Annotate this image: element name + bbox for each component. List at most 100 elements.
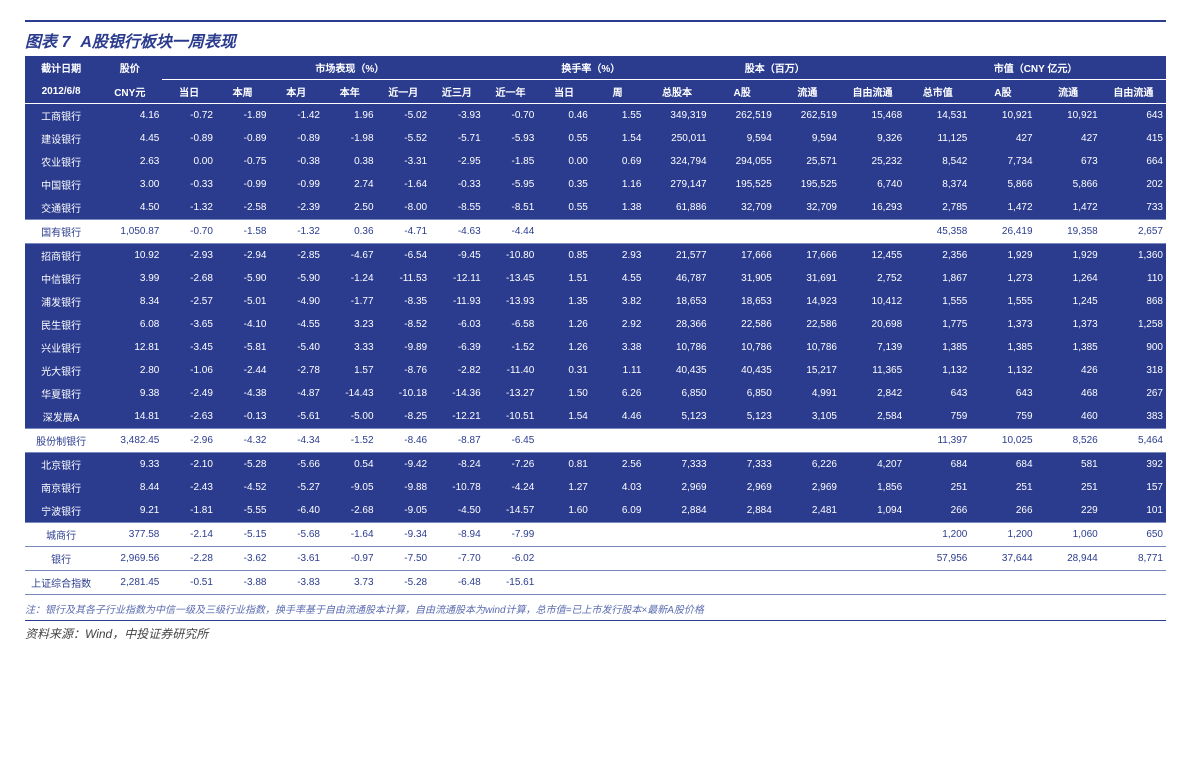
- cell-shares: 5,123: [644, 405, 709, 429]
- cell-mv: 383: [1101, 405, 1166, 429]
- cell-turn: 6.09: [591, 499, 645, 523]
- cell-price: 2,281.45: [97, 571, 162, 595]
- cell-shares: 1,856: [840, 476, 905, 499]
- cell-perf: -6.03: [430, 313, 484, 336]
- cell-shares: 2,969: [644, 476, 709, 499]
- cell-mv: 7,734: [970, 150, 1035, 173]
- cell-shares: 40,435: [644, 359, 709, 382]
- cell-perf: -7.99: [484, 523, 538, 547]
- cell-perf: -5.27: [269, 476, 323, 499]
- cell-perf: -5.81: [216, 336, 270, 359]
- subtotal-row: 城商行377.58-2.14-5.15-5.68-1.64-9.34-8.94-…: [25, 523, 1166, 547]
- cell-perf: -1.06: [162, 359, 216, 382]
- cell-mv: 868: [1101, 290, 1166, 313]
- cell-perf: -0.89: [269, 127, 323, 150]
- cell-price: 4.45: [97, 127, 162, 150]
- col-header: 自由流通: [1101, 80, 1166, 104]
- hdr-price: 股价: [97, 56, 162, 80]
- cell-perf: -2.39: [269, 196, 323, 220]
- cell-shares: [840, 571, 905, 595]
- cell-perf: -0.70: [162, 220, 216, 244]
- cell-shares: 2,481: [775, 499, 840, 523]
- cell-price: 9.38: [97, 382, 162, 405]
- cell-perf: -9.45: [430, 244, 484, 268]
- cell-perf: -8.46: [377, 429, 431, 453]
- table-row: 招商银行10.92-2.93-2.94-2.85-4.67-6.54-9.45-…: [25, 244, 1166, 268]
- cell-name: 农业银行: [25, 150, 97, 173]
- cell-perf: -1.64: [377, 173, 431, 196]
- cell-name: 中信银行: [25, 267, 97, 290]
- cell-mv: 101: [1101, 499, 1166, 523]
- cell-perf: -11.93: [430, 290, 484, 313]
- cell-perf: -7.50: [377, 547, 431, 571]
- cell-shares: 262,519: [775, 104, 840, 128]
- cell-mv: 684: [905, 453, 970, 477]
- cell-turn: 1.26: [537, 313, 591, 336]
- cell-perf: -4.50: [430, 499, 484, 523]
- cell-turn: 1.27: [537, 476, 591, 499]
- cell-shares: [710, 429, 775, 453]
- table-header: 截计日期 股价 市场表现（%） 换手率（%） 股本（百万） 市值（CNY 亿元）…: [25, 56, 1166, 104]
- cell-shares: 2,969: [775, 476, 840, 499]
- cell-perf: -14.43: [323, 382, 377, 405]
- cell-mv: 643: [970, 382, 1035, 405]
- cell-perf: -4.71: [377, 220, 431, 244]
- cell-name: 建设银行: [25, 127, 97, 150]
- cell-shares: [775, 220, 840, 244]
- cell-perf: -5.02: [377, 104, 431, 128]
- cell-shares: 15,217: [775, 359, 840, 382]
- cell-perf: -5.52: [377, 127, 431, 150]
- cell-mv: 684: [970, 453, 1035, 477]
- table-row: 深发展A14.81-2.63-0.13-5.61-5.00-8.25-12.21…: [25, 405, 1166, 429]
- cell-mv: 1,200: [905, 523, 970, 547]
- cell-shares: 61,886: [644, 196, 709, 220]
- cell-shares: 324,794: [644, 150, 709, 173]
- cell-shares: 15,468: [840, 104, 905, 128]
- hdr-date-val: 2012/6/8: [25, 80, 97, 104]
- cell-price: 4.16: [97, 104, 162, 128]
- cell-shares: 10,412: [840, 290, 905, 313]
- cell-perf: -2.63: [162, 405, 216, 429]
- cell-mv: [1036, 571, 1101, 595]
- cell-shares: 31,905: [710, 267, 775, 290]
- cell-shares: [840, 220, 905, 244]
- cell-perf: -2.78: [269, 359, 323, 382]
- cell-perf: -0.13: [216, 405, 270, 429]
- cell-mv: 37,644: [970, 547, 1035, 571]
- cell-perf: 2.74: [323, 173, 377, 196]
- cell-mv: 8,374: [905, 173, 970, 196]
- cell-perf: -11.40: [484, 359, 538, 382]
- cell-perf: -4.10: [216, 313, 270, 336]
- cell-shares: [840, 547, 905, 571]
- cell-mv: 415: [1101, 127, 1166, 150]
- cell-mv: 392: [1101, 453, 1166, 477]
- cell-perf: -0.38: [269, 150, 323, 173]
- cell-shares: 2,842: [840, 382, 905, 405]
- cell-shares: [775, 547, 840, 571]
- cell-perf: -9.05: [323, 476, 377, 499]
- cell-turn: 6.26: [591, 382, 645, 405]
- cell-perf: -4.52: [216, 476, 270, 499]
- cell-shares: [775, 571, 840, 595]
- cell-perf: -2.28: [162, 547, 216, 571]
- cell-mv: 266: [970, 499, 1035, 523]
- cell-perf: -6.54: [377, 244, 431, 268]
- cell-shares: 6,740: [840, 173, 905, 196]
- cell-mv: 267: [1101, 382, 1166, 405]
- cell-mv: 460: [1036, 405, 1101, 429]
- cell-turn: 0.46: [537, 104, 591, 128]
- cell-name: 银行: [25, 547, 97, 571]
- cell-mv: 10,025: [970, 429, 1035, 453]
- cell-perf: -5.68: [269, 523, 323, 547]
- table-row: 北京银行9.33-2.10-5.28-5.660.54-9.42-8.24-7.…: [25, 453, 1166, 477]
- cell-shares: 6,850: [644, 382, 709, 405]
- col-header: 自由流通: [840, 80, 905, 104]
- cell-perf: -1.98: [323, 127, 377, 150]
- cell-perf: -5.01: [216, 290, 270, 313]
- cell-perf: -0.99: [216, 173, 270, 196]
- cell-mv: 5,866: [1036, 173, 1101, 196]
- cell-perf: -6.45: [484, 429, 538, 453]
- cell-mv: 1,273: [970, 267, 1035, 290]
- cell-shares: 250,011: [644, 127, 709, 150]
- cell-perf: -0.70: [484, 104, 538, 128]
